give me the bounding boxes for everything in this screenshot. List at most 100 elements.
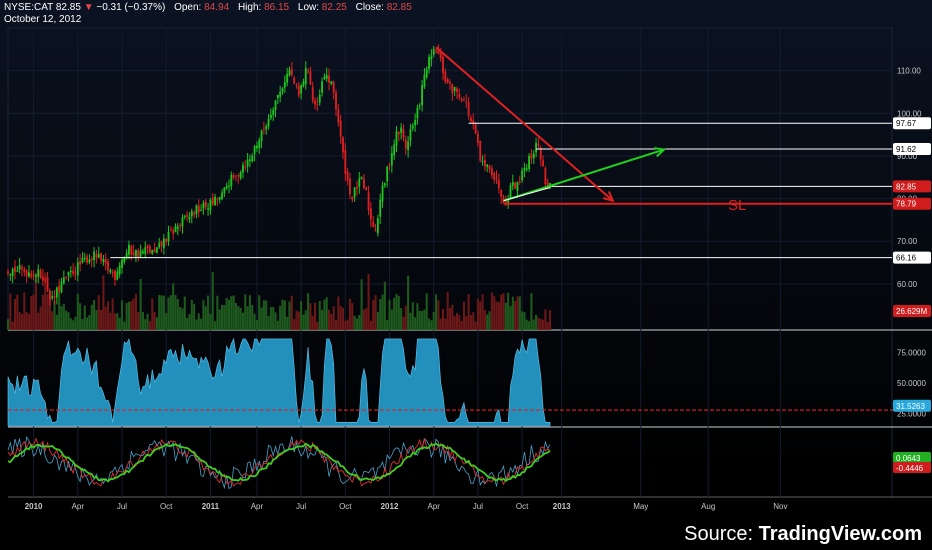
candle-body <box>397 131 400 135</box>
price-value-label: 66.16 <box>896 254 917 263</box>
candle-body <box>465 101 468 103</box>
volume-bar <box>421 311 424 330</box>
candle-body <box>76 262 79 276</box>
close-label: Close: <box>355 2 384 13</box>
candle-body <box>144 247 147 254</box>
volume-bar <box>51 311 54 330</box>
trendline-arrowhead <box>653 147 667 158</box>
candle-body <box>72 270 75 274</box>
volume-bar <box>353 315 356 330</box>
candle-body <box>16 270 19 272</box>
volume-bar <box>46 294 49 330</box>
candle-body <box>125 252 128 259</box>
volume-bar <box>390 309 393 330</box>
volume-bar <box>372 300 375 330</box>
volume-bar <box>402 316 405 330</box>
volume-bar <box>241 312 245 330</box>
osc-value-badge <box>893 399 931 412</box>
candle-body <box>523 168 526 171</box>
candle-body <box>11 269 14 276</box>
candle-body <box>504 201 507 203</box>
candle-body <box>346 171 349 181</box>
candle-body <box>411 125 414 129</box>
candle-body <box>41 276 44 281</box>
price-value-badge <box>893 143 931 156</box>
volume-bar <box>279 305 282 330</box>
volume-bar <box>25 311 28 330</box>
volume-bar <box>411 302 414 330</box>
candle-body <box>451 84 454 94</box>
candle-body <box>544 168 547 184</box>
volume-bar <box>141 312 144 330</box>
symbol-label[interactable]: NYSE:CAT <box>4 2 54 13</box>
candle-body <box>481 161 484 163</box>
volume-bar <box>472 312 475 330</box>
candle-body <box>39 270 42 278</box>
candle-body <box>37 269 40 277</box>
candle-body <box>204 201 207 208</box>
volume-bar <box>474 321 477 330</box>
x-tick-label: 2013 <box>553 502 571 511</box>
volume-bar <box>11 321 14 330</box>
volume-bar <box>462 301 466 330</box>
candle-body <box>356 186 358 189</box>
candle-body <box>393 144 396 156</box>
candle-body <box>456 88 458 92</box>
volume-bar <box>72 320 75 330</box>
price-tick-label: 90.00 <box>897 152 918 161</box>
volume-bar <box>409 312 412 330</box>
candle-body <box>218 196 221 200</box>
candle-body <box>381 185 384 202</box>
volume-bar <box>334 320 338 330</box>
high-label: High: <box>237 2 262 13</box>
volume-bar <box>130 301 133 330</box>
volume-bar <box>48 294 51 330</box>
candle-body <box>404 139 407 149</box>
candle-body <box>253 146 256 154</box>
candle-body <box>174 226 177 233</box>
candle-body <box>190 211 193 217</box>
volume-bar <box>458 314 461 330</box>
candle-body <box>235 175 237 177</box>
high-value: 86.15 <box>264 2 290 13</box>
volume-bar <box>169 295 172 330</box>
volume-bar <box>265 300 268 330</box>
candle-body <box>48 290 51 299</box>
volume-bar <box>34 274 37 330</box>
candle-body <box>258 140 261 149</box>
volume-bar <box>528 321 531 330</box>
axis-layer: 2010 Apr Jul Oct 2011 Apr Jul Oct 2012 Apr Jul Oct 2… <box>25 67 931 511</box>
volume-bar <box>276 320 279 330</box>
volume-bar <box>267 316 270 330</box>
candle-body <box>176 226 179 229</box>
candle-body <box>467 102 470 116</box>
candle-body <box>86 256 89 263</box>
volume-bar <box>483 310 486 330</box>
volume-bar <box>444 318 447 330</box>
price-tick-label: 70.00 <box>897 237 918 246</box>
candle-body <box>330 81 333 84</box>
candle-body <box>335 92 337 110</box>
volume-bar <box>186 317 189 330</box>
candle-body <box>374 229 377 232</box>
volume-bar <box>348 298 352 330</box>
stop-loss-label: SL <box>728 197 746 214</box>
volume-bar <box>165 312 168 330</box>
candle-body <box>297 85 300 96</box>
candle-body <box>100 253 102 261</box>
volume-bar <box>204 306 207 330</box>
volume-bar <box>237 306 240 330</box>
candle-body <box>242 165 244 173</box>
volume-bar <box>148 321 151 330</box>
candle-body <box>214 196 216 206</box>
volume-bar <box>255 320 258 330</box>
candle-body <box>95 254 98 258</box>
volume-bar <box>544 309 547 330</box>
candle-body <box>128 244 130 255</box>
volume-bar <box>27 314 30 330</box>
candle-body <box>44 278 47 280</box>
volume-bar <box>223 304 226 330</box>
price-value-label: 26.629M <box>896 307 927 316</box>
candle-body <box>207 208 209 210</box>
source-brand[interactable]: TradingView.com <box>758 523 922 545</box>
